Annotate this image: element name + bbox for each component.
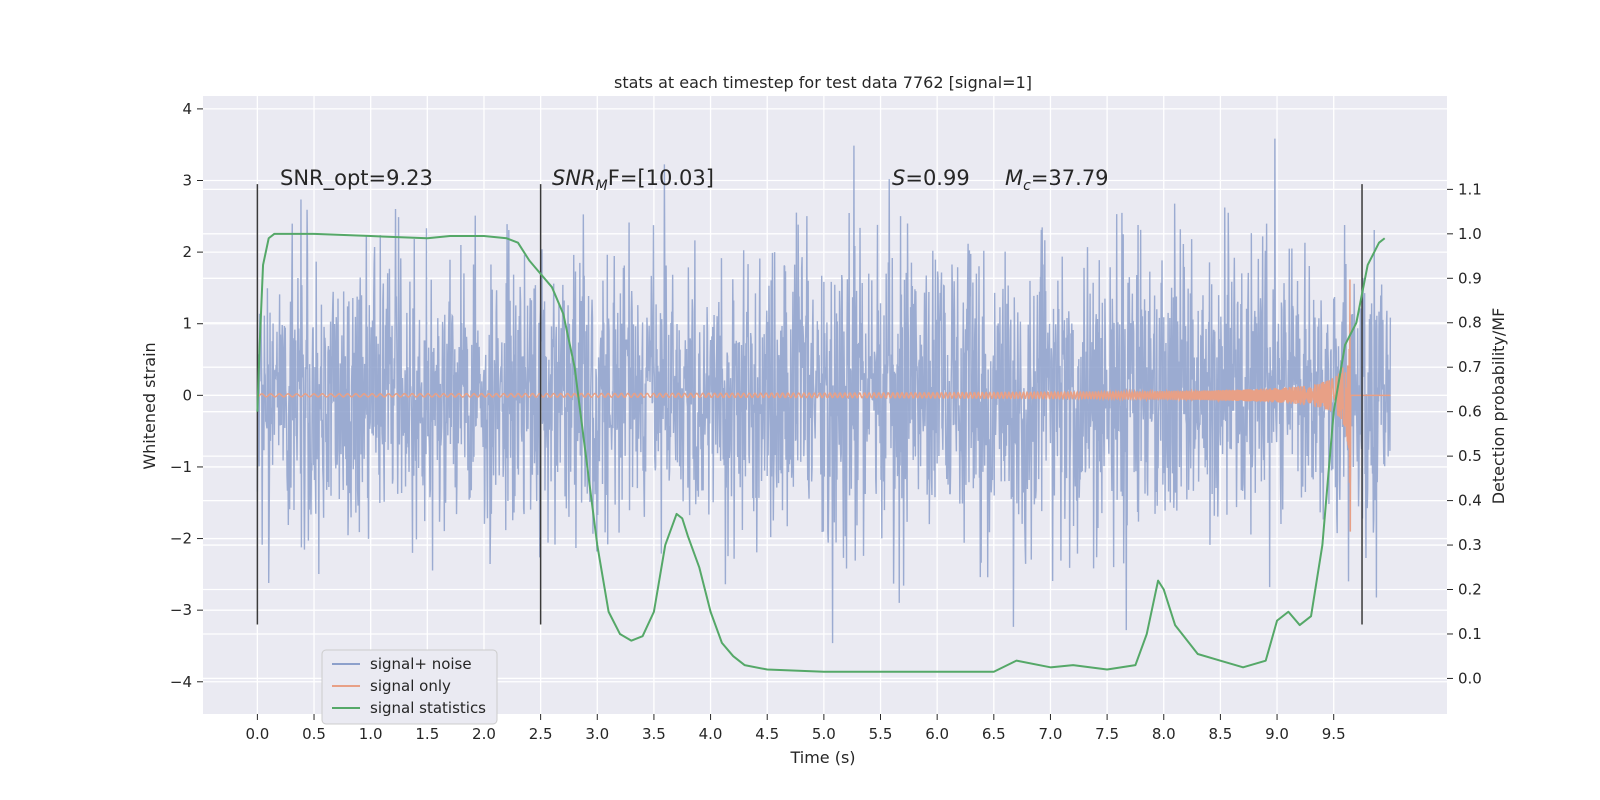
y-tick-label-8: −4 xyxy=(170,673,192,691)
noise-line xyxy=(256,138,1392,644)
x-tick-label-8: 4.0 xyxy=(699,725,723,743)
x-tick-label-11: 5.5 xyxy=(869,725,893,743)
x-tick-label-15: 7.5 xyxy=(1095,725,1119,743)
statistics-series xyxy=(256,232,1386,673)
annotation-snr-opt: SNR_opt=9.23 xyxy=(280,166,433,191)
yr-tick-label-0: 1.1 xyxy=(1458,180,1482,198)
yr-tick-label-9: 0.2 xyxy=(1458,581,1482,599)
yr-tick-label-6: 0.5 xyxy=(1458,447,1482,465)
y-tick-label-6: −2 xyxy=(170,530,192,548)
yr-tick-label-11: 0.0 xyxy=(1458,669,1482,687)
snr-mf-value: F=[10.03] xyxy=(608,166,714,190)
x-tick-label-14: 7.0 xyxy=(1039,725,1063,743)
y-right-axis-ticks: 1.1 1.0 0.9 0.8 0.7 0.6 0.5 0.4 0.3 0.2 0.1 0.0 xyxy=(1447,180,1482,687)
annotation-snr-mf: SNRMF=[10.03] xyxy=(552,166,714,194)
signal-only-series xyxy=(257,279,1391,532)
x-tick-label-1: 0.5 xyxy=(302,725,326,743)
x-tick-label-6: 3.0 xyxy=(585,725,609,743)
snr-mf-name: SNR xyxy=(552,166,596,190)
chart-title: stats at each timestep for test data 776… xyxy=(614,73,1032,92)
x-tick-label-9: 4.5 xyxy=(755,725,779,743)
x-tick-label-5: 2.5 xyxy=(529,725,553,743)
x-tick-label-2: 1.0 xyxy=(359,725,383,743)
signal-line xyxy=(257,279,1391,532)
s-name: S xyxy=(892,166,905,190)
yr-tick-label-8: 0.3 xyxy=(1458,536,1482,554)
legend-label-noise: signal+ noise xyxy=(370,655,472,673)
legend-box xyxy=(321,649,498,725)
x-tick-label-4: 2.0 xyxy=(472,725,496,743)
yr-tick-label-1: 1.0 xyxy=(1458,225,1482,243)
yr-tick-label-10: 0.1 xyxy=(1458,625,1482,643)
x-tick-label-17: 8.5 xyxy=(1208,725,1232,743)
y-tick-label-3: 1 xyxy=(182,315,192,333)
mc-value: =37.79 xyxy=(1031,166,1109,190)
s-value: =0.99 xyxy=(905,166,969,190)
legend: signal+ noise signal only signal statist… xyxy=(321,649,498,725)
x-tick-label-18: 9.0 xyxy=(1265,725,1289,743)
statistics-line xyxy=(256,232,1386,673)
yr-tick-label-2: 0.9 xyxy=(1458,269,1482,287)
y-tick-label-0: 4 xyxy=(182,100,192,118)
x-axis-label: Time (s) xyxy=(789,748,855,767)
yr-tick-label-3: 0.8 xyxy=(1458,314,1482,332)
y-tick-label-5: −1 xyxy=(170,458,192,476)
annotation-mc: Mc=37.79 xyxy=(1005,166,1109,194)
snr-mf-subscript: M xyxy=(596,178,608,194)
x-axis-ticks: 0.0 0.5 1.0 1.5 2.0 2.5 3.0 3.5 4.0 4.5 5.0 5.5 6.0 6… xyxy=(245,714,1346,743)
yr-tick-label-5: 0.6 xyxy=(1458,403,1482,421)
legend-label-signal: signal only xyxy=(370,677,451,695)
legend-label-statistics: signal statistics xyxy=(370,699,486,717)
x-tick-label-3: 1.5 xyxy=(415,725,439,743)
yr-tick-label-4: 0.7 xyxy=(1458,358,1482,376)
x-tick-label-0: 0.0 xyxy=(245,725,269,743)
y-tick-label-7: −3 xyxy=(170,601,192,619)
x-tick-label-16: 8.0 xyxy=(1152,725,1176,743)
x-tick-label-13: 6.5 xyxy=(982,725,1006,743)
annotation-s: S=0.99 xyxy=(892,166,970,190)
y-axis-ticks: 4 3 2 1 0 −1 −2 −3 −4 xyxy=(170,100,203,691)
mc-name: M xyxy=(1005,166,1023,190)
y-tick-label-1: 3 xyxy=(182,172,192,190)
x-tick-label-7: 3.5 xyxy=(642,725,666,743)
y-axis-label: Whitened strain xyxy=(140,342,159,469)
mc-subscript: c xyxy=(1023,178,1031,194)
x-tick-label-12: 6.0 xyxy=(925,725,949,743)
x-tick-label-10: 5.0 xyxy=(812,725,836,743)
x-tick-label-19: 9.5 xyxy=(1322,725,1346,743)
y-right-axis-label: Detection probability/MF xyxy=(1489,308,1508,505)
y-tick-label-4: 0 xyxy=(182,386,192,404)
yr-tick-label-7: 0.4 xyxy=(1458,492,1482,510)
noise-series xyxy=(256,138,1392,644)
y-tick-label-2: 2 xyxy=(182,243,192,261)
